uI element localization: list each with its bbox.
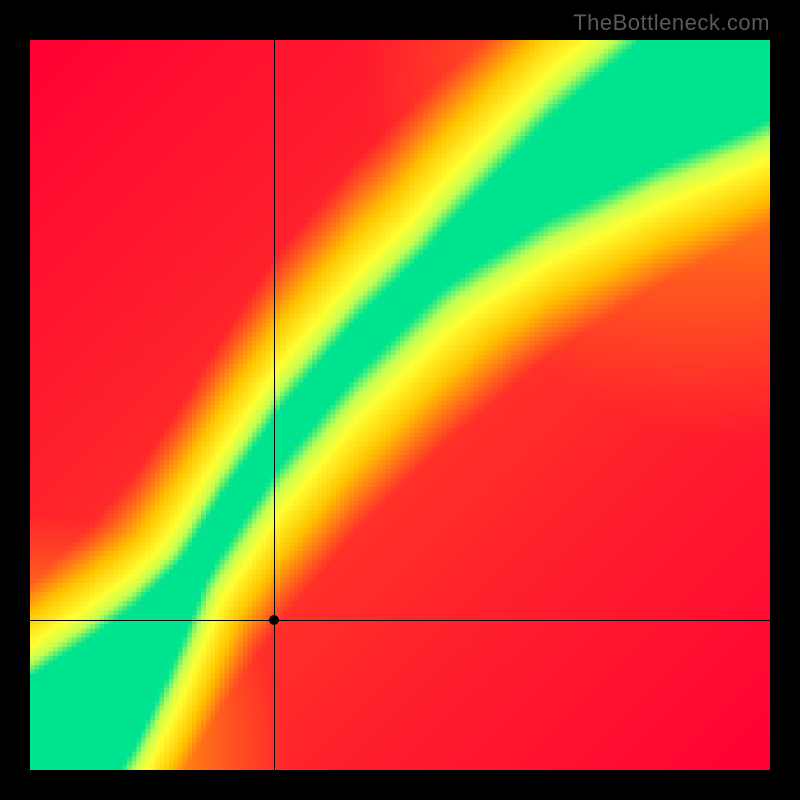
crosshair-marker bbox=[269, 615, 279, 625]
crosshair-vertical bbox=[274, 40, 275, 770]
crosshair-horizontal bbox=[30, 620, 770, 621]
chart-container: TheBottleneck.com bbox=[0, 0, 800, 800]
watermark-text: TheBottleneck.com bbox=[573, 10, 770, 36]
bottleneck-heatmap bbox=[30, 40, 770, 770]
